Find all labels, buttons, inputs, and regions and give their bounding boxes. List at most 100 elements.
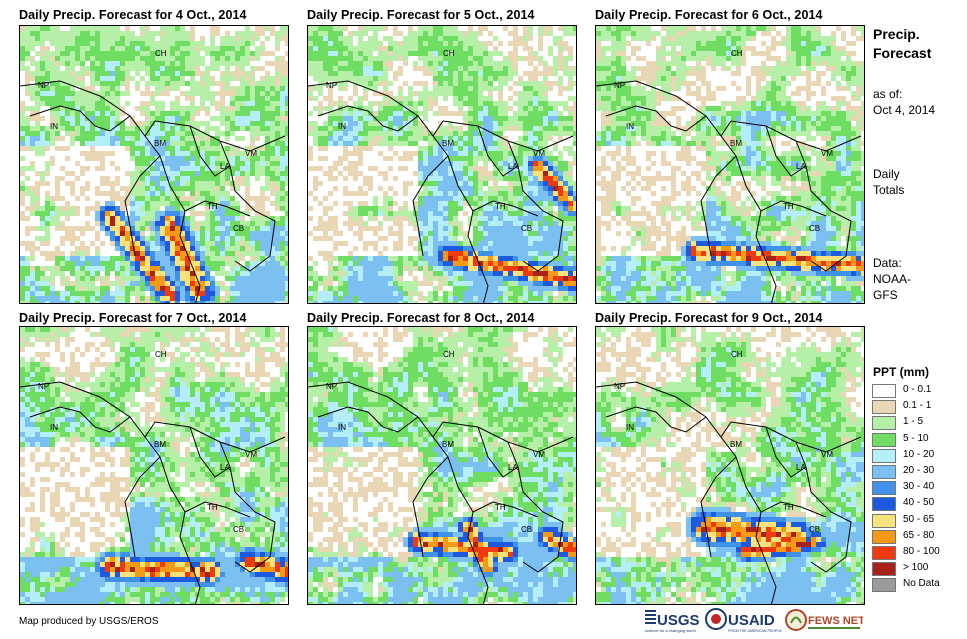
side-title-line1: Precip. [873,26,920,42]
country-label-ch: CH [443,49,455,58]
country-border [144,436,201,604]
legend-item: 40 - 50 [872,496,952,512]
as-of-label: as of: [873,87,903,101]
country-label-vm: VM [821,149,833,158]
country-label-th: TH [783,503,794,512]
country-label-cb: CB [233,525,244,534]
legend-swatch [872,513,896,528]
legend-item: 80 - 100 [872,545,952,561]
country-border [20,80,286,152]
country-label-vm: VM [821,450,833,459]
legend-swatch [872,384,896,398]
country-label-ch: CH [731,49,743,58]
legend-swatch [872,432,896,447]
daily-totals-text: Daily Totals [873,166,904,198]
legend-item: 5 - 10 [872,432,952,448]
country-label-np: NP [38,382,49,391]
fews-net-wordmark: FEWS NET [808,615,863,627]
daily-totals-line2: Totals [873,183,905,197]
legend-item: No Data [872,577,952,593]
legend-swatch [872,497,896,512]
forecast-map-5: CH NP IN BM VM LA TH CB [307,326,577,605]
country-label-in: IN [338,423,346,432]
country-border [596,80,862,152]
country-label-in: IN [338,122,346,131]
legend-swatch [872,465,896,479]
fews-net-logo: FEWS NET [785,607,863,633]
country-label-th: TH [207,503,218,512]
country-label-cb: CB [233,224,244,233]
forecast-map-6: CH NP IN BM VM LA TH CB [595,326,865,605]
legend-swatch [872,481,896,496]
usaid-tagline: FROM THE AMERICAN PEOPLE [728,629,782,633]
country-label-th: TH [207,202,218,211]
country-border [720,436,777,604]
country-label-vm: VM [533,450,545,459]
legend-label: 5 - 10 [903,432,929,444]
precip-raster: CH NP IN BM VM LA TH CB [20,26,288,303]
legend-label: 30 - 40 [903,481,935,493]
country-border [477,125,519,177]
panel-title-3: Daily Precip. Forecast for 6 Oct., 2014 [595,8,823,22]
country-label-la: LA [220,162,230,171]
country-label-cb: CB [809,224,820,233]
country-label-th: TH [495,202,506,211]
legend-label: 80 - 100 [903,546,940,557]
forecast-map-1: CH NP IN BM VM LA TH CB [19,25,289,304]
country-label-vm: VM [245,450,257,459]
country-label-cb: CB [809,525,820,534]
country-label-ch: CH [155,49,167,58]
legend-title: PPT (mm) [873,365,930,379]
precip-raster: CH NP IN BM VM LA TH CB [596,327,864,604]
country-label-cb: CB [521,525,532,534]
country-label-th: TH [783,202,794,211]
country-label-ch: CH [155,350,167,359]
legend-item: 50 - 65 [872,513,952,529]
legend-label: 50 - 65 [903,513,935,525]
country-label-np: NP [614,382,625,391]
country-label-cb: CB [521,224,532,233]
panel-title-2: Daily Precip. Forecast for 5 Oct., 2014 [307,8,535,22]
country-label-la: LA [508,162,518,171]
country-label-np: NP [38,81,49,90]
country-border [765,426,807,478]
forecast-map-2: CH NP IN BM VM LA TH CB [307,25,577,304]
country-border [29,105,131,132]
daily-totals-line1: Daily [873,167,900,181]
country-border [308,80,574,152]
country-border [795,441,852,573]
country-label-np: NP [614,81,625,90]
legend-label: 20 - 30 [903,465,935,476]
country-label-la: LA [796,463,806,472]
country-label-in: IN [50,423,58,432]
precip-raster: CH NP IN BM VM LA TH CB [20,327,288,604]
side-title-line2: Forecast [873,45,932,61]
country-border [507,140,564,272]
country-label-bm: BM [442,440,454,449]
country-border [317,105,419,132]
country-border [219,441,276,573]
country-border [472,200,539,217]
legend-label: 65 - 80 [903,529,935,541]
legend-label: 0 - 0.1 [903,384,932,395]
legend-label: 1 - 5 [903,416,924,428]
precip-raster: CH NP IN BM VM LA TH CB [308,327,576,604]
data-source-line3: GFS [873,288,898,302]
legend-label: 10 - 20 [903,448,935,460]
legend-swatch [872,400,896,415]
legend-label: 40 - 50 [903,497,935,509]
legend-swatch [872,546,896,560]
legend-swatch [872,448,896,463]
country-label-th: TH [495,503,506,512]
legend-swatch [872,416,896,431]
legend-swatch [872,529,896,544]
country-label-in: IN [50,122,58,131]
credit-text: Map produced by USGS/EROS [19,616,159,627]
country-border [184,200,251,217]
country-border [507,441,564,573]
country-label-in: IN [626,423,634,432]
country-label-vm: VM [245,149,257,158]
country-border [720,135,777,303]
country-border [184,501,251,518]
country-label-vm: VM [533,149,545,158]
